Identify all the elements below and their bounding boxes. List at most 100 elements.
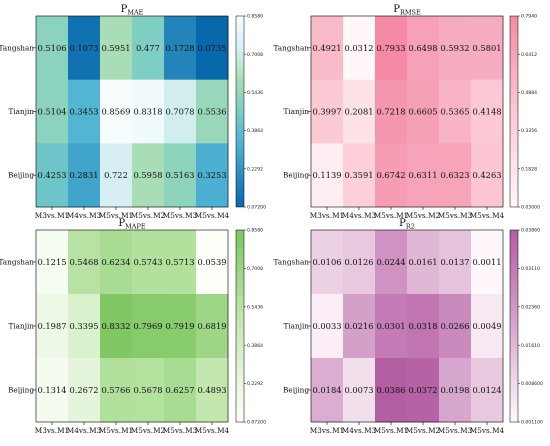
colorbar-tick-label: 0.3864 (247, 343, 263, 349)
cell-value-label: 0.0312 (344, 43, 373, 53)
heatmap-cell (100, 79, 133, 144)
cell-value-label: 0.4253 (37, 170, 66, 180)
cell-value-label: 0.6605 (408, 107, 437, 117)
colorbar-tick-label: 0.07200 (247, 205, 266, 211)
cell-value-label: 0.6498 (408, 43, 437, 53)
cell-value-label: 0.3997 (312, 107, 341, 117)
x-tick-label: M4vs.M3 (67, 426, 102, 435)
colorbar-tick-label: 0.02360 (521, 304, 540, 310)
cell-value-label: 0.7919 (165, 321, 194, 331)
x-tick-label: M3vs.M1 (310, 426, 344, 435)
heatmap-cell (36, 358, 69, 423)
heatmap-cell (311, 143, 344, 208)
heatmap-cell (164, 79, 197, 144)
cell-value-label: 0.5766 (101, 385, 130, 395)
heatmap-cell (196, 294, 229, 359)
heatmap-cell (100, 230, 133, 295)
colorbar-tick-label: 0.2292 (247, 381, 263, 387)
cell-value-label: 0.5104 (37, 107, 66, 117)
heatmap-cell (196, 230, 229, 295)
x-tick-label: M4vs.M3 (342, 426, 377, 435)
y-tick-label: Tianjin (8, 322, 34, 331)
cell-value-label: 0.6311 (408, 170, 437, 180)
heatmap-cell (343, 16, 376, 81)
colorbar-tick-label: 0.3356 (521, 128, 537, 134)
colorbar-tick-label: 0.4884 (521, 90, 537, 96)
cell-value-label: 0.5932 (440, 43, 469, 53)
cell-value-label: 0.722 (104, 170, 128, 180)
heatmap-cell (311, 230, 344, 295)
heatmap-cell (471, 294, 504, 359)
cell-value-label: 0.8569 (101, 107, 130, 117)
heatmap-cell (375, 358, 408, 423)
cell-value-label: 0.1073 (69, 43, 98, 53)
x-tick-label: M5vs.M1 (99, 426, 133, 435)
heatmap-cell (375, 294, 408, 359)
cell-value-label: 0.1987 (37, 321, 66, 331)
heatmap-cell (439, 294, 472, 359)
cell-value-label: 0.3253 (197, 170, 226, 180)
heatmap-cell (100, 16, 133, 81)
cell-value-label: 0.0161 (408, 257, 437, 267)
cell-value-label: 0.4893 (197, 385, 226, 395)
heatmap-cell (164, 143, 197, 208)
cell-value-label: 0.5468 (69, 257, 98, 267)
colorbar-tick-label: 0.03860 (521, 228, 540, 234)
heatmap-cell (471, 16, 504, 81)
heatmap-cell (439, 79, 472, 144)
colorbar-tick-label: 0.2292 (247, 166, 263, 172)
heatmap-cell (196, 143, 229, 208)
cell-value-label: 0.4263 (472, 170, 501, 180)
cell-value-label: 0.4148 (472, 107, 501, 117)
heatmap-cell (311, 79, 344, 144)
x-tick-label: M5vs.M1 (99, 211, 133, 220)
x-tick-label: M3vs.M1 (35, 426, 69, 435)
cell-value-label: 0.5536 (197, 107, 226, 117)
heatmap-cell (471, 79, 504, 144)
heatmap-cell (68, 16, 101, 81)
colorbar-tick-label: 0.6412 (521, 52, 537, 58)
chart-title: PRMSE (393, 4, 421, 17)
cell-value-label: 0.0126 (344, 257, 373, 267)
heatmap-cell (164, 358, 197, 423)
heatmap-cell (196, 79, 229, 144)
chart-title-main: P (118, 218, 125, 229)
heatmap-cell (343, 358, 376, 423)
heatmap-cell (132, 358, 165, 423)
heatmap-cell (164, 16, 197, 81)
chart-title-main: P (393, 4, 400, 15)
heatmap-cell (407, 143, 440, 208)
cell-value-label: 0.2831 (69, 170, 98, 180)
heatmap-cell (311, 294, 344, 359)
heatmap-cell (100, 358, 133, 423)
heatmap-cell (343, 230, 376, 295)
heatmap-cell (471, 358, 504, 423)
cell-value-label: 0.6257 (165, 385, 194, 395)
cell-value-label: 0.7218 (376, 107, 405, 117)
heatmap-cell (311, 16, 344, 81)
cell-value-label: 0.0137 (440, 257, 469, 267)
heatmap-panel-mape: PMAPE 0.1215 0.5468 0.6234 0.5743 0.5713 0.053… (0, 218, 266, 435)
heatmap-cell (343, 143, 376, 208)
heatmap-cell (68, 143, 101, 208)
heatmap-cell (36, 79, 69, 144)
cell-value-label: 0.0266 (440, 321, 469, 331)
y-tick-label: Beijing (8, 171, 34, 180)
heatmap-cell (343, 294, 376, 359)
cell-value-label: 0.0184 (312, 385, 341, 395)
y-tick-label: Tangshan (0, 43, 34, 52)
chart-title: PR2 (399, 218, 415, 231)
y-tick-label: Tangshan (273, 43, 309, 52)
cell-value-label: 0.0372 (408, 385, 437, 395)
colorbar-tick-label: 0.008600 (521, 381, 543, 387)
colorbar-tick-label: 0.7008 (247, 266, 263, 272)
cell-value-label: 0.3591 (344, 170, 373, 180)
x-tick-label: M3vs.M1 (310, 211, 344, 220)
heatmap-cell (439, 143, 472, 208)
heatmap-cell (132, 294, 165, 359)
colorbar-tick-label: 0.03000 (521, 205, 540, 211)
y-tick-label: Beijing (283, 386, 309, 395)
x-tick-label: M5vs.M3 (438, 426, 473, 435)
x-tick-label: M5vs.M2 (406, 426, 440, 435)
y-tick-label: Beijing (8, 386, 34, 395)
